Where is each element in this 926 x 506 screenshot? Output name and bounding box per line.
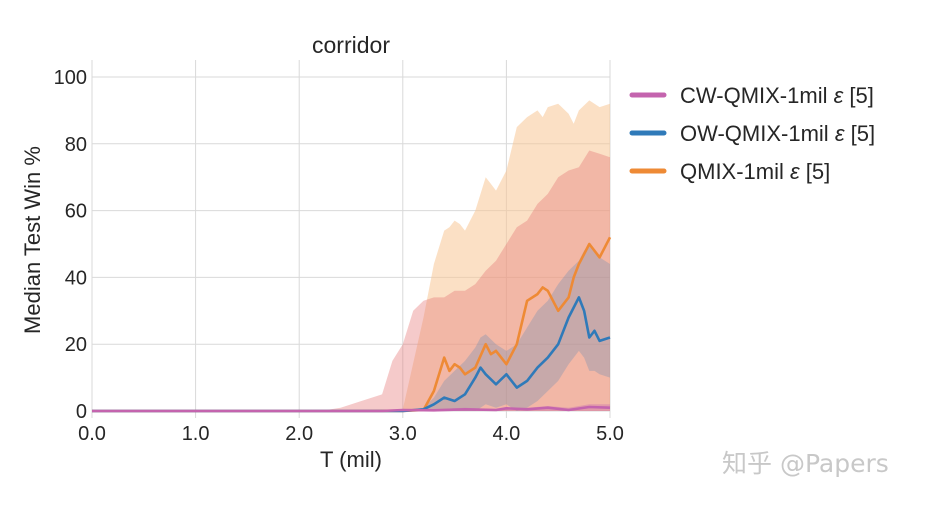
x-tick-labels: 0.0 1.0 2.0 3.0 4.0 5.0 <box>78 423 624 445</box>
y-tick-labels: 0 20 40 60 80 100 <box>54 67 87 423</box>
y-axis-label: Median Test Win % <box>20 146 45 334</box>
shared-spread-band <box>92 150 610 411</box>
legend-label: QMIX-1mil ε [5] <box>680 159 830 184</box>
x-tick-label: 3.0 <box>389 423 417 445</box>
legend-label: CW-QMIX-1mil ε [5] <box>680 83 874 108</box>
watermark: 知乎 @Papers <box>722 449 889 478</box>
y-tick-label: 0 <box>76 401 87 423</box>
qmix-band <box>92 100 610 412</box>
x-axis-label: T (mil) <box>320 447 382 472</box>
series-line-ow-qmix-1mil <box>92 296 611 413</box>
x-tick-label: 5.0 <box>596 423 624 445</box>
x-tick-label: 2.0 <box>285 423 313 445</box>
y-tick-label: 100 <box>54 67 87 89</box>
x-tick-label: 4.0 <box>492 423 520 445</box>
y-tick-label: 20 <box>65 334 87 356</box>
series-lines <box>92 236 612 413</box>
x-tick-label: 1.0 <box>182 423 210 445</box>
y-tick-label: 40 <box>65 267 87 289</box>
y-tick-label: 60 <box>65 201 87 223</box>
x-tick-label: 0.0 <box>78 423 106 445</box>
legend-label: OW-QMIX-1mil ε [5] <box>680 121 875 146</box>
series-line-cw-qmix-1mil <box>92 405 611 413</box>
chart-title: corridor <box>312 32 390 58</box>
series-line-qmix-1mil <box>92 236 612 413</box>
y-tick-label: 80 <box>65 134 87 156</box>
legend: CW-QMIX-1mil ε [5] OW-QMIX-1mil ε [5] QMIX… <box>629 83 875 184</box>
